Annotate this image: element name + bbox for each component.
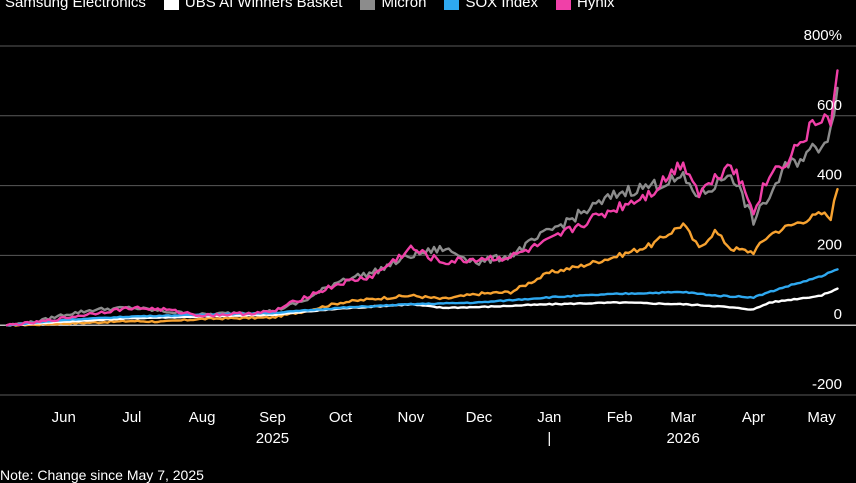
- series-line-sox-index: [5, 268, 839, 327]
- legend-item-ubs-ai-winners-basket: UBS AI Winners Basket: [163, 0, 343, 11]
- y-tick-label-0: 0: [834, 306, 842, 323]
- x-tick-label-apr: Apr: [742, 409, 765, 426]
- y-tick-label-600: 600: [817, 97, 842, 114]
- legend-label-samsung-electronics: Samsung Electronics: [5, 0, 146, 11]
- x-tick-label-sep: Sep: [259, 409, 286, 426]
- legend-label-ubs-ai-winners-basket: UBS AI Winners Basket: [184, 0, 343, 11]
- grid-layer: [0, 45, 856, 396]
- series-line-samsung-electronics: [5, 187, 839, 327]
- y-tick-label--200: -200: [812, 376, 842, 393]
- x-tick-label-aug: Aug: [189, 409, 216, 426]
- chart-note: Note: Change since May 7, 2025: [0, 467, 204, 483]
- year-divider: |: [547, 430, 551, 447]
- x-tick-label-may: May: [807, 409, 836, 426]
- x-tick-label-feb: Feb: [607, 409, 633, 426]
- y-tick-label-800: 800%: [804, 27, 842, 44]
- chart-legend: Samsung Electronics UBS AI Winners Basket…: [0, 0, 615, 12]
- y-tick-label-200: 200: [817, 236, 842, 253]
- legend-label-hynix: Hynix: [577, 0, 615, 11]
- series-line-hynix: [5, 69, 839, 327]
- x-tick-label-mar: Mar: [670, 409, 696, 426]
- x-tick-label-nov: Nov: [398, 409, 425, 426]
- legend-swatch-hynix: [556, 0, 572, 10]
- legend-item-samsung-electronics: Samsung Electronics: [0, 0, 146, 11]
- series-line-micron: [5, 86, 839, 327]
- legend-label-micron: Micron: [381, 0, 427, 11]
- legend-swatch-ubs-ai-winners-basket: [163, 0, 179, 10]
- series-layer: [5, 69, 839, 327]
- legend-item-hynix: Hynix: [556, 0, 615, 11]
- axis-layer: -200 0 200 400 600 800% Jun Jul Aug Sep Oct Nov Dec J…: [52, 27, 842, 447]
- x-tick-label-jul: Jul: [122, 409, 141, 426]
- x-tick-label-dec: Dec: [466, 409, 493, 426]
- x-tick-label-oct: Oct: [329, 409, 353, 426]
- legend-item-micron: Micron: [360, 0, 426, 11]
- y-tick-label-400: 400: [817, 167, 842, 184]
- x-tick-label-jan: Jan: [537, 409, 561, 426]
- legend-swatch-sox-index: [444, 0, 460, 10]
- year-label-2025: 2025: [256, 430, 289, 447]
- legend-swatch-micron: [360, 0, 376, 10]
- series-line-ubs-ai-winners-basket: [5, 287, 839, 327]
- legend-label-sox-index: SOX Index: [465, 0, 539, 11]
- year-label-2026: 2026: [666, 430, 699, 447]
- legend-item-sox-index: SOX Index: [444, 0, 538, 11]
- x-tick-label-jun: Jun: [52, 409, 76, 426]
